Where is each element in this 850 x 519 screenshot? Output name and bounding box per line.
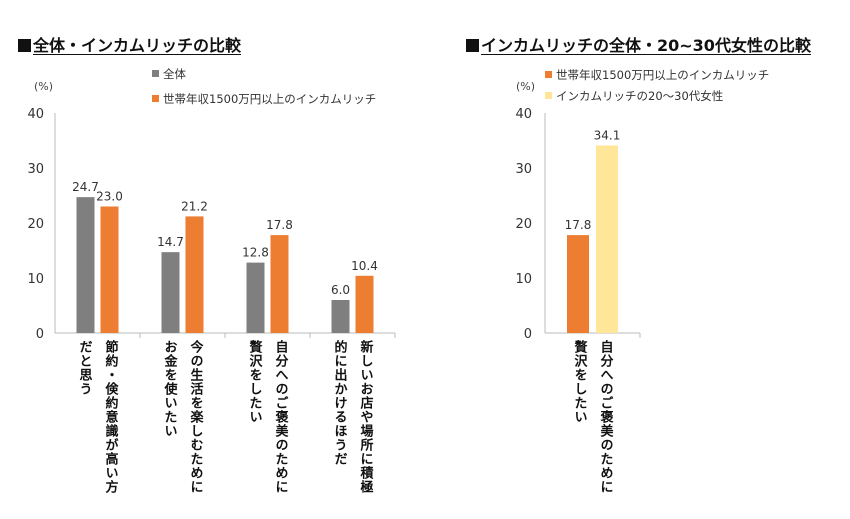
data-label: 12.8 (242, 246, 269, 260)
bar (331, 300, 350, 333)
category-label-line: だと思う (76, 340, 92, 396)
category-label: 新しいお店や場所に積極 的に出かけるほうだ (326, 340, 378, 494)
category-label: 自分へのご褒美のために 贅沢をしたい (241, 340, 293, 494)
bar (270, 235, 289, 333)
y-tick-label: 10 (27, 272, 44, 287)
data-label: 34.1 (594, 128, 621, 142)
category-label-line: 自分へのご褒美のために (597, 340, 613, 494)
bar (100, 206, 119, 333)
y-tick-label: 40 (27, 107, 44, 122)
data-label: 6.0 (331, 283, 350, 297)
legend-item-all: 全体 (152, 66, 186, 82)
category-label-line: 自分へのご褒美のために (272, 340, 288, 494)
data-label: 17.8 (266, 218, 293, 232)
bar (246, 262, 265, 333)
category-label-line: 贅沢をしたい (246, 340, 262, 424)
bar (161, 252, 180, 333)
category-label: 今の生活を楽しむために お金を使いたい (156, 340, 208, 494)
bar (185, 216, 204, 333)
y-unit-label: (%) (34, 80, 54, 93)
y-tick-label: 20 (27, 217, 44, 232)
data-label: 14.7 (157, 235, 184, 249)
y-tick-label: 20 (515, 217, 532, 232)
category-label: 節約・倹約意識が高い方 だと思う (71, 340, 123, 494)
chart2-title: インカムリッチの全体・20~30代女性の比較 (466, 32, 811, 56)
category-label-line: 贅沢をしたい (571, 340, 587, 424)
category-label-line: 新しいお店や場所に積極 (357, 340, 373, 494)
y-tick-label: 10 (515, 272, 532, 287)
category-label: 自分へのご褒美のために 贅沢をしたい (566, 340, 618, 494)
y-unit-label-2: (%) (516, 80, 536, 93)
y-tick-label: 0 (36, 327, 44, 342)
legend-item-women: インカムリッチの20～30代女性 (545, 88, 723, 104)
data-label: 17.8 (565, 218, 592, 232)
category-label-line: 節約・倹約意識が高い方 (102, 340, 118, 494)
bar (567, 235, 589, 333)
category-label-line: 今の生活を楽しむために (187, 340, 203, 494)
data-label: 10.4 (351, 259, 378, 273)
bar (76, 197, 95, 333)
category-label-line: お金を使いたい (161, 340, 177, 438)
y-tick-label: 30 (27, 162, 44, 177)
bar (596, 145, 618, 333)
legend-item-income-rich-2: 世帯年収1500万円以上のインカムリッチ (545, 67, 769, 83)
data-label: 21.2 (181, 199, 208, 213)
data-label: 23.0 (96, 190, 123, 204)
category-label-line: 的に出かけるほうだ (331, 340, 347, 466)
y-tick-label: 40 (515, 107, 532, 122)
y-tick-label: 30 (515, 162, 532, 177)
bar (355, 275, 374, 333)
legend-item-income-rich: 世帯年収1500万円以上のインカムリッチ (152, 91, 376, 107)
y-tick-label: 0 (524, 327, 532, 342)
data-label: 24.7 (72, 180, 99, 194)
chart1-title: 全体・インカムリッチの比較 (18, 32, 241, 56)
